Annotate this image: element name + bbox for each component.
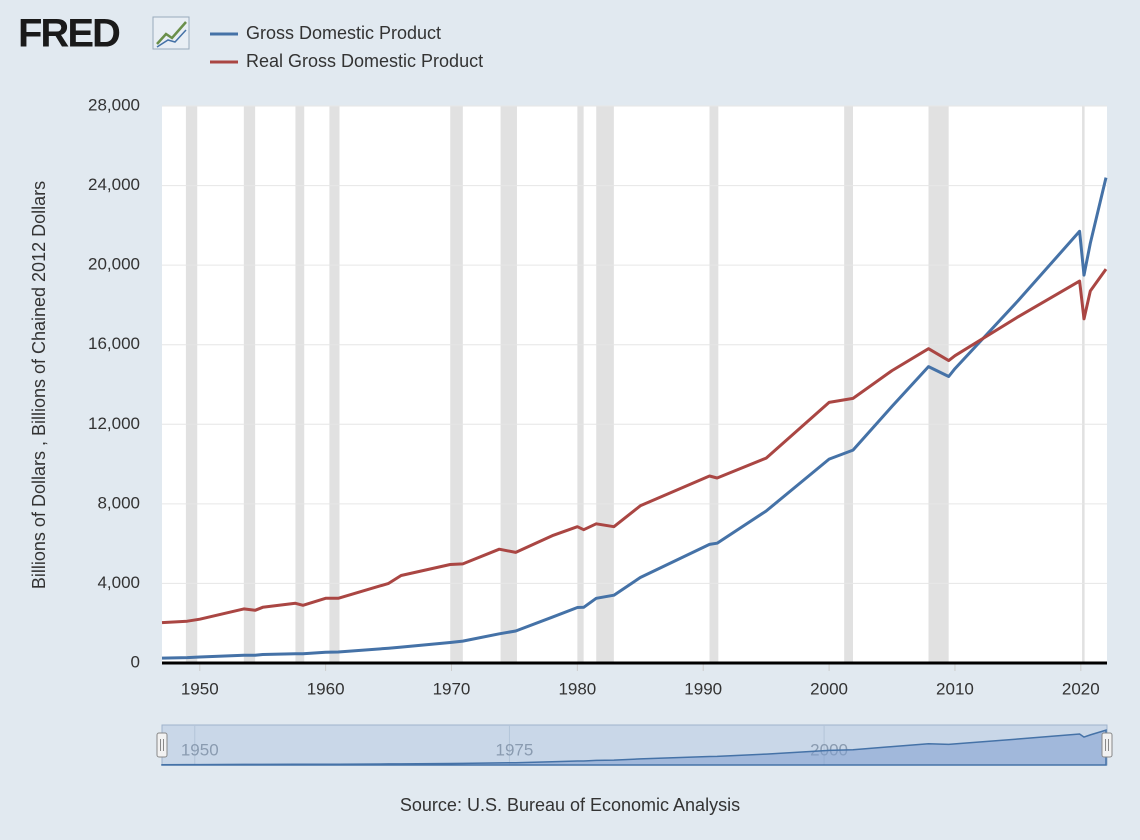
navigator-tick-label: 1975 [496, 740, 534, 759]
y-tick-label: 24,000 [88, 175, 140, 194]
y-tick-label: 16,000 [88, 334, 140, 353]
logo: FRED [18, 12, 120, 56]
y-tick-label: 0 [131, 652, 140, 671]
legend-label: Gross Domestic Product [246, 23, 441, 43]
navigator-area [161, 729, 1107, 766]
x-tick-label: 1990 [684, 679, 722, 698]
y-axis-title: Billions of Dollars , Billions of Chaine… [29, 181, 49, 589]
recession-band [500, 106, 517, 663]
x-tick-label: 2020 [1062, 679, 1100, 698]
recession-band [577, 106, 584, 663]
navigator-tick-label: 1950 [181, 740, 219, 759]
x-tick-label: 2010 [936, 679, 974, 698]
y-tick-label: 20,000 [88, 255, 140, 274]
x-tick-label: 1970 [433, 679, 471, 698]
x-tick-label: 1980 [558, 679, 596, 698]
legend-label: Real Gross Domestic Product [246, 51, 483, 71]
recession-band [709, 106, 719, 663]
recession-band [185, 106, 198, 663]
recession-band [844, 106, 854, 663]
navigator-handle[interactable] [1101, 732, 1113, 758]
plot-area [162, 106, 1107, 663]
recession-band [295, 106, 305, 663]
x-tick-label: 2000 [810, 679, 848, 698]
recession-band [329, 106, 340, 663]
data-line [161, 177, 1108, 660]
logo-icon [152, 16, 190, 50]
recession-band [928, 106, 949, 663]
y-tick-label: 28,000 [88, 95, 140, 114]
recession-band [596, 106, 614, 663]
x-tick-label: 1950 [181, 679, 219, 698]
recession-band [243, 106, 256, 663]
y-tick-label: 8,000 [97, 493, 140, 512]
source: Source: U.S. Bureau of Economic Analysis [400, 795, 740, 815]
recession-band [450, 106, 463, 663]
y-tick-label: 12,000 [88, 414, 140, 433]
x-tick-label: 1960 [307, 679, 345, 698]
y-tick-label: 4,000 [97, 573, 140, 592]
recession-band [1082, 106, 1085, 663]
data-line [161, 268, 1108, 625]
navigator-handle[interactable] [156, 732, 168, 758]
